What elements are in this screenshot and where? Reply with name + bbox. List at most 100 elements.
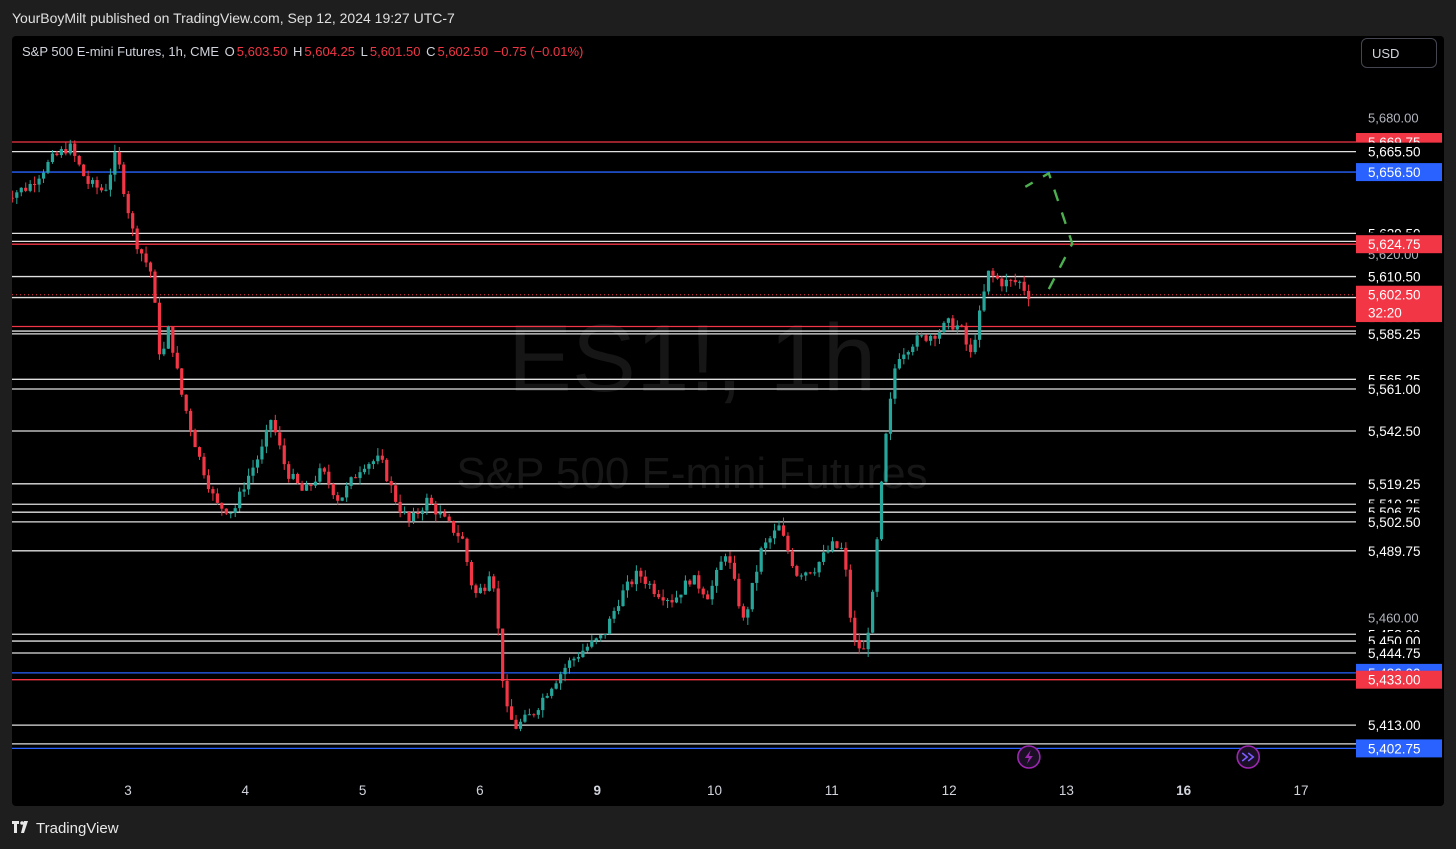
axis-label-23: 5,433.00: [1368, 673, 1421, 688]
candle-4: [19, 187, 23, 193]
axis-label-bg-5: [1356, 235, 1442, 254]
candle-182: [813, 572, 817, 574]
watermark-name: S&P 500 E-mini Futures: [456, 449, 927, 498]
axis-label-13: 5,542.50: [1368, 424, 1421, 439]
candle-8: [37, 178, 41, 185]
candle-29: [131, 213, 135, 229]
candle-2: [12, 197, 14, 199]
candle-96: [429, 497, 433, 504]
candle-20: [90, 180, 95, 184]
time-tick-10: 17: [1293, 783, 1308, 798]
chart-frame[interactable]: ES1!, 1h S&P 500 E-mini Futures 5,680.00 5,…: [12, 36, 1444, 806]
candle-229: [1022, 281, 1026, 291]
candle-111: [496, 588, 500, 629]
candle-62: [278, 432, 282, 446]
axis-label-bg-2: [1356, 163, 1442, 182]
candle-168: [750, 582, 754, 610]
bottom-bar: TradingView: [0, 806, 1456, 849]
candle-137: [612, 610, 616, 619]
candle-118: [527, 714, 532, 716]
candle-151: [674, 597, 679, 603]
candle-54: [242, 489, 246, 492]
candle-61: [273, 420, 277, 433]
candle-68: [304, 484, 309, 491]
candle-167: [746, 609, 750, 618]
candle-125: [559, 674, 563, 684]
axis-label-bg-1: [1356, 142, 1442, 161]
candle-95: [425, 497, 429, 511]
currency-button[interactable]: USD: [1361, 38, 1437, 68]
candle-73: [327, 471, 331, 484]
chart-canvas[interactable]: ES1!, 1h S&P 500 E-mini Futures 5,680.00 5,…: [12, 36, 1444, 806]
candle-166: [741, 606, 745, 618]
time-tick-5: 10: [707, 783, 722, 798]
axis-label-2: 5,656.50: [1368, 165, 1421, 180]
candle-200: [893, 368, 897, 399]
candle-188: [839, 547, 844, 549]
axis-label-bg-17: [1356, 512, 1442, 531]
candle-64: [287, 464, 291, 479]
candle-47: [211, 489, 215, 494]
candle-102: [456, 532, 460, 537]
tradingview-logo[interactable]: TradingView: [12, 820, 119, 837]
candle-215: [960, 325, 964, 327]
candle-16: [73, 143, 77, 156]
candle-147: [657, 594, 661, 598]
candle-112: [501, 628, 505, 682]
candle-192: [857, 640, 861, 649]
candle-189: [844, 547, 848, 570]
candle-74: [331, 483, 335, 496]
candle-94: [420, 510, 425, 514]
candle-219: [977, 310, 982, 340]
legend-close: 5,602.50: [437, 44, 489, 59]
candle-129: [576, 657, 581, 659]
current-price-countdown: 32:20: [1368, 306, 1402, 321]
candle-87: [389, 481, 393, 486]
candle-66: [296, 473, 300, 484]
candle-79: [353, 477, 358, 479]
candle-45: [202, 456, 206, 476]
axis-label-18: 5,489.75: [1368, 544, 1421, 559]
candle-133: [594, 638, 598, 641]
candle-43: [193, 429, 197, 448]
candle-78: [349, 477, 353, 486]
candle-204: [911, 346, 915, 353]
candle-187: [835, 541, 839, 548]
candle-122: [545, 695, 549, 698]
legend-open: 5,603.50: [236, 44, 288, 59]
candle-83: [371, 461, 375, 465]
candle-121: [541, 697, 545, 711]
candle-35: [157, 302, 162, 355]
candle-33: [148, 262, 153, 272]
candle-67: [300, 483, 304, 491]
legend-symbol[interactable]: S&P 500 E-mini Futures, 1h, CME: [22, 44, 220, 59]
candle-186: [830, 541, 835, 551]
candle-101: [452, 520, 456, 533]
candle-72: [322, 468, 326, 472]
candle-37: [166, 327, 170, 349]
candle-52: [233, 508, 237, 513]
axis-label-bg-18: [1356, 541, 1442, 560]
time-tick-9: 16: [1176, 783, 1192, 798]
axis-label-bg-21: [1356, 644, 1442, 663]
candle-199: [888, 398, 893, 434]
candle-10: [46, 162, 50, 173]
lightning-icon-glyph: [1024, 750, 1033, 764]
candle-128: [572, 658, 576, 661]
legend-low-label: L: [360, 44, 368, 59]
candle-173: [772, 530, 777, 539]
candle-65: [291, 473, 295, 479]
candle-131: [585, 646, 589, 651]
candle-162: [723, 556, 728, 562]
candle-178: [795, 566, 799, 576]
candle-93: [416, 512, 420, 514]
candle-42: [189, 410, 193, 430]
candle-190: [848, 569, 852, 618]
time-tick-4: 9: [593, 783, 601, 798]
candle-53: [238, 491, 242, 509]
axis-label-bg-10: [1356, 324, 1442, 343]
candle-3: [15, 192, 19, 198]
time-tick-1: 4: [242, 783, 250, 798]
candle-141: [630, 581, 634, 585]
candle-161: [719, 561, 723, 570]
